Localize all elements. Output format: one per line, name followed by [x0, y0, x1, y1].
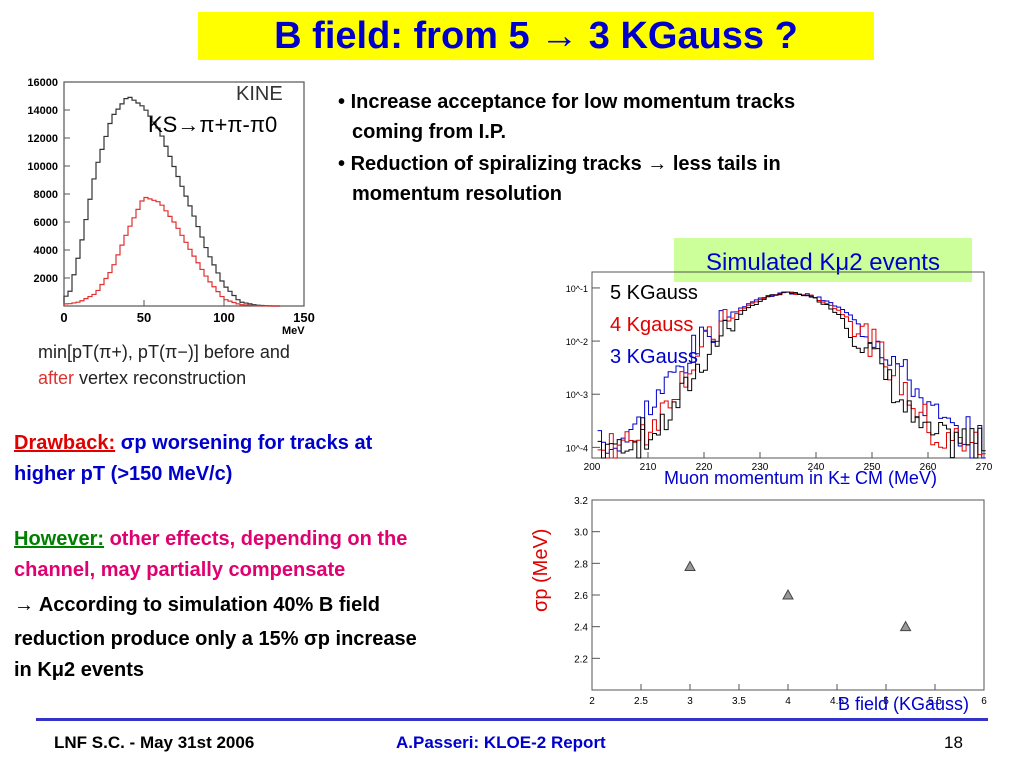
footer-center: A.Passeri: KLOE-2 Report [396, 733, 606, 752]
muon-series-3kg [597, 291, 986, 459]
legend-3kg: 3 KGauss [610, 346, 698, 368]
conclusion-line2: reduction produce only a 15% σp increase [14, 628, 417, 650]
hist-xtick-label: 0 [60, 310, 67, 325]
sigma-xtick-label: 2 [589, 696, 595, 707]
sigma-ytick-label: 2.6 [574, 591, 588, 602]
hist-series-after [63, 196, 280, 307]
muon-series-4kg [597, 291, 986, 459]
muon-xtick-label: 210 [640, 462, 657, 472]
bullet-1-line2: coming from I.P. [352, 121, 507, 143]
muon-frame [591, 271, 985, 459]
sigma-xtick-label: 4.5 [830, 696, 844, 707]
muon-xtick-label: 230 [752, 462, 769, 472]
kine-label: KINE [236, 83, 283, 105]
sigma-point [782, 588, 794, 600]
however-label: However: [14, 528, 105, 550]
sigma-ytick-label: 2.4 [574, 623, 588, 634]
muon-xtick-label: 250 [864, 462, 881, 472]
sigma-xtick-label: 3.5 [732, 696, 746, 707]
sigma-xtick-label: 6 [981, 696, 987, 707]
however-text1: other effects, depending on the [104, 528, 408, 550]
bfield-xlabel: B field (KGauss) [838, 694, 970, 714]
decay-label: KS→π+π-π0 [148, 112, 278, 137]
sigma-ytick-label: 2.2 [574, 654, 588, 665]
hist-ytick-label: 14000 [27, 105, 58, 117]
muon-ytick-label: 10^-4 [566, 443, 588, 453]
hist-ytick-label: 12000 [27, 133, 58, 145]
muon-series-5kg [597, 291, 986, 459]
muon-ytick-label: 10^-1 [566, 284, 588, 294]
however-line2: channel, may partially compensate [14, 559, 346, 581]
conclusion-line3: in Kμ2 events [14, 659, 145, 681]
conclusion-line1: → According to simulation 40% B field [14, 594, 380, 616]
sigma-ytick-label: 3.2 [574, 496, 588, 507]
sigma-scatter: 2.2 2.4 2.6 2.8 3.0 3.2 2 2.5 3 3.5 4 4.5 5 5.5 6 [574, 496, 987, 707]
sigma-xtick-label: 2.5 [634, 696, 648, 707]
hist-ytick-label: 10000 [27, 161, 58, 173]
kine-histogram: 2000 4000 6000 8000 10000 12000 14000 16000 0 50… [27, 77, 315, 337]
hist-caption-rest: vertex reconstruction [74, 368, 247, 388]
hist-ytick-label: 2000 [34, 273, 58, 285]
sigma-point [684, 560, 696, 571]
hist-xtick-label: 100 [213, 310, 235, 325]
bullet-1-line1: Increase acceptance for low momentum tra… [350, 91, 796, 113]
sigma-ytick-label: 2.8 [574, 559, 588, 570]
muon-ytick-label: 10^-2 [566, 337, 588, 347]
hist-ytick-label: 4000 [34, 245, 58, 257]
legend-5kg: 5 KGauss [610, 282, 698, 304]
drawback-line2: higher pT (>150 MeV/c) [14, 463, 233, 485]
hist-xunit: MeV [282, 325, 305, 337]
hist-series-before [63, 96, 280, 307]
sigma-xtick-label: 5.5 [928, 696, 942, 707]
legend-4kg: 4 Kgauss [610, 314, 694, 336]
bullet-1: • Increase acceptance for low momentum t… [338, 91, 796, 113]
hist-xtick-label: 150 [293, 310, 315, 325]
footer-left: LNF S.C. - May 31st 2006 [54, 733, 255, 752]
sigma-xtick-label: 4 [785, 696, 791, 707]
drawback-label: Drawback: [14, 432, 116, 454]
however-line1: However: other effects, depending on the [14, 524, 407, 555]
footer-page: 18 [944, 733, 963, 752]
hist-caption-line2: after vertex reconstruction [38, 368, 246, 389]
muon-xtick-label: 270 [976, 462, 993, 472]
muon-xtick-label: 220 [696, 462, 713, 472]
bullet-2: • Reduction of spiralizing tracks → less… [338, 153, 781, 175]
drawback-text1: σp worsening for tracks at [115, 432, 373, 454]
muon-xtick-label: 200 [584, 462, 601, 472]
muon-ytick-label: 10^-3 [566, 390, 588, 400]
hist-ytick-label: 8000 [34, 189, 58, 201]
sigma-point [899, 620, 912, 632]
drawback-line1: Drawback: σp worsening for tracks at [14, 428, 372, 459]
sigma-ylabel: σp (MeV) [530, 528, 552, 612]
page-title: B field: from 5 → 3 KGauss ? [198, 12, 874, 60]
muon-xtick-label: 240 [808, 462, 825, 472]
bullet-2-line1: Reduction of spiralizing tracks → less t… [350, 153, 781, 175]
hist-caption-line1: min[pT(π+), pT(π−)] before and [38, 342, 290, 362]
bullet-2-line2: momentum resolution [352, 183, 563, 205]
sigma-ytick-label: 3.0 [574, 528, 588, 539]
hist-xtick-label: 50 [137, 310, 151, 325]
hist-caption-after: after [38, 368, 75, 388]
muon-xlabel: Muon momentum in K± CM (MeV) [664, 468, 937, 488]
hist-ytick-label: 6000 [34, 217, 58, 229]
muon-xtick-label: 260 [920, 462, 937, 472]
sigma-xtick-label: 3 [687, 696, 693, 707]
footer-rule [36, 718, 988, 721]
muon-momentum-histogram: 10^-4 10^-3 10^-2 10^-1 200 210 220 230 240 250 2… [566, 271, 993, 472]
hist-ytick-label: 16000 [27, 77, 58, 89]
sigma-xtick-label: 5 [883, 696, 889, 707]
